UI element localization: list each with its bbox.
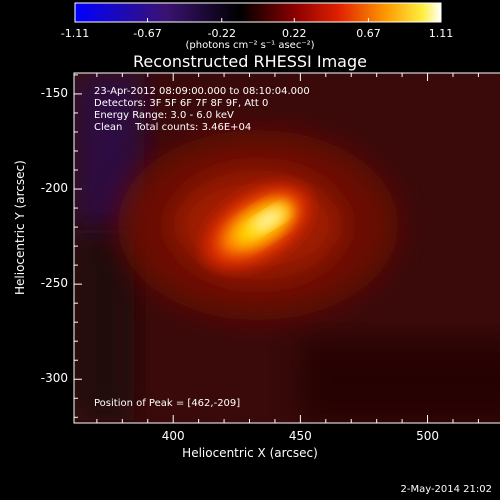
x-tick-label: 500 xyxy=(416,429,439,443)
x-axis-label: Heliocentric X (arcsec) xyxy=(182,446,318,460)
energy-range-annotation: Energy Range: 3.0 - 6.0 keV xyxy=(94,110,234,121)
y-tick-label: -300 xyxy=(40,371,68,386)
colorbar-tick-label: 0.22 xyxy=(282,27,307,40)
colorbar-tick-label: 0.67 xyxy=(356,27,381,40)
peak-position-annotation: Position of Peak = [462,-209] xyxy=(94,398,241,409)
y-tick-label: -250 xyxy=(40,276,68,291)
x-tick-label: 450 xyxy=(288,429,312,443)
source-core xyxy=(252,208,284,232)
left-dark-band xyxy=(74,230,134,420)
detectors-annotation: Detectors: 3F 5F 6F 7F 8F 9F, Att 0 xyxy=(94,98,269,109)
x-tick-label: 400 xyxy=(161,429,185,443)
colorbar-tick-label: -0.22 xyxy=(207,27,236,40)
y-tick-label: -150 xyxy=(40,85,68,100)
lower-right-dark xyxy=(300,340,500,423)
plot-title: Reconstructed RHESSI Image xyxy=(133,52,367,71)
colorbar-tick-label: -1.11 xyxy=(60,27,90,40)
colorbar-ticks xyxy=(74,18,442,22)
colorbar xyxy=(74,2,442,23)
y-tick-label: -200 xyxy=(40,181,68,196)
image-panel xyxy=(74,73,500,423)
colorbar-units-label: (photons cm⁻² s⁻¹ asec⁻²) xyxy=(185,40,315,51)
footer-date: 2-May-2014 21:02 xyxy=(400,484,492,495)
method-counts-annotation: Clean Total counts: 3.46E+04 xyxy=(94,122,252,133)
colorbar-tick-label: 1.11 xyxy=(428,27,454,40)
colorbar-tick-label: -0.67 xyxy=(133,27,162,40)
axis-ticks xyxy=(74,73,479,423)
time-range-annotation: 23-Apr-2012 08:09:00.000 to 08:10:04.000 xyxy=(94,86,310,97)
plot-frame xyxy=(73,72,500,424)
